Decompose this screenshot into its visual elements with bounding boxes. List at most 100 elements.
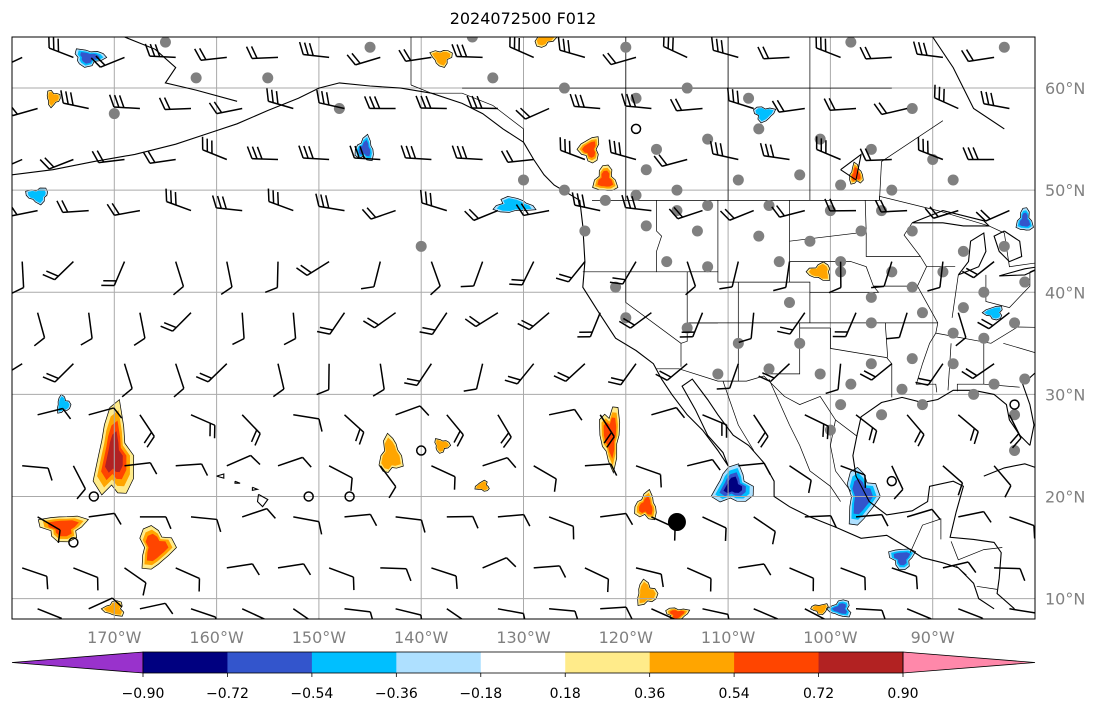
wind-barb <box>101 261 126 287</box>
wind-barb <box>958 608 984 619</box>
wind-barb <box>124 462 158 475</box>
wind-barb <box>958 510 992 523</box>
wind-barb <box>651 516 676 541</box>
station-dot <box>558 184 570 196</box>
colorbar-tick-label: −0.18 <box>459 686 502 702</box>
station-dot <box>794 337 806 349</box>
wind-barb <box>679 312 704 338</box>
station-dot <box>968 388 980 400</box>
wind-barb <box>264 261 279 293</box>
lat-tick-label: 20°N <box>1045 487 1085 506</box>
contour-level <box>27 189 46 204</box>
station-dot <box>466 37 478 43</box>
wind-barb <box>912 41 943 59</box>
wind-barb <box>859 148 892 162</box>
contour-level <box>1019 212 1031 227</box>
wind-barb <box>37 516 61 543</box>
station-dot <box>906 281 918 293</box>
calm-circle <box>344 491 355 502</box>
wind-barb <box>719 261 740 290</box>
station-dot <box>957 245 969 257</box>
station-dot <box>732 174 744 186</box>
wind-barb <box>246 146 279 161</box>
contour-fields <box>25 37 1034 619</box>
coastline <box>993 230 1023 263</box>
colorbar-bin <box>734 652 820 673</box>
map-title: 2024072500 F012 <box>449 9 597 28</box>
wind-barb <box>906 508 941 520</box>
station-dot <box>579 225 591 237</box>
wind-barb <box>599 414 615 448</box>
station-dot <box>691 225 703 237</box>
wind-barb <box>298 145 330 161</box>
station-dot <box>855 225 867 237</box>
wind-barb <box>662 37 688 59</box>
wind-barb <box>924 206 959 219</box>
wind-barb <box>316 312 346 335</box>
station-dot <box>896 383 908 395</box>
station-dot <box>1019 276 1031 288</box>
wind-barb <box>533 565 567 578</box>
wind-barb <box>584 567 610 593</box>
wind-barb <box>419 189 448 212</box>
wind-barb <box>497 608 527 619</box>
border-line <box>1029 269 1035 273</box>
wind-barb <box>600 512 634 526</box>
wind-barb <box>497 414 512 449</box>
wind-barb <box>825 363 842 395</box>
border-line <box>885 322 889 358</box>
longitude-labels: 170°W 160°W 150°W 140°W 130°W 120°W 110°W 100°W… <box>87 628 955 647</box>
wind-barb <box>194 47 227 61</box>
wind-barb <box>106 202 141 216</box>
wind-barb <box>1008 414 1022 449</box>
wind-barb <box>73 567 99 591</box>
wind-barb <box>277 456 312 468</box>
wind-barb <box>211 195 243 212</box>
contour-level <box>893 552 911 566</box>
coastline <box>1022 372 1035 446</box>
wind-barb <box>635 567 664 588</box>
wind-barb <box>133 312 146 347</box>
wind-barb <box>859 363 893 381</box>
wind-barb <box>398 48 432 62</box>
station-dot <box>988 378 1000 390</box>
wind-barb <box>702 608 731 619</box>
station-dot <box>599 194 611 206</box>
colorbar-tick-label: 0.90 <box>887 686 918 702</box>
station-dot <box>783 296 795 308</box>
contour-level <box>812 604 827 614</box>
wind-barb <box>33 312 46 347</box>
contour-level <box>536 37 555 46</box>
wind-barb <box>482 557 517 569</box>
colorbar-tick-label: 0.36 <box>634 686 665 702</box>
contour-blob <box>592 164 619 191</box>
wind-barb <box>315 193 345 212</box>
contour-level <box>603 417 617 459</box>
wind-barb <box>515 203 550 217</box>
border-line <box>976 585 998 590</box>
wind-barb <box>789 567 815 592</box>
wind-barb <box>360 261 382 290</box>
wind-barb <box>669 98 703 112</box>
wind-barb <box>557 37 586 59</box>
station-dot <box>671 184 683 196</box>
wind-barb <box>832 312 857 338</box>
border-line <box>830 328 893 398</box>
station-dot <box>947 174 959 186</box>
colorbar-bin <box>818 652 904 673</box>
wind-barb <box>927 261 944 292</box>
contour-level <box>597 170 614 187</box>
wind-barb <box>569 93 601 110</box>
contour-level <box>984 307 1001 319</box>
contour-level <box>496 198 532 212</box>
wind-barb <box>608 139 637 161</box>
coastline <box>124 37 238 102</box>
wind-barb <box>980 90 1010 110</box>
wind-barb <box>293 516 323 535</box>
wind-barb <box>840 567 867 591</box>
wind-barb <box>738 563 772 576</box>
wind-barb <box>584 463 618 476</box>
colorbar-tick-label: −0.72 <box>206 686 249 702</box>
wind-barb <box>42 363 74 383</box>
wind-barb <box>298 41 330 59</box>
